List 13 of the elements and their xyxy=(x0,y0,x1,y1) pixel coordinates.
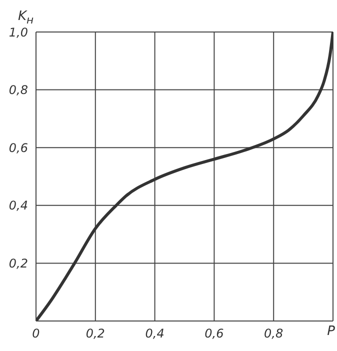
y-tick-label: 0,2 xyxy=(8,256,28,270)
x-tick-label: 0,2 xyxy=(86,326,105,341)
y-axis-title: K$_{н}$ xyxy=(18,9,34,27)
x-tick-label: 0 xyxy=(32,326,40,341)
y-tick-label: 1,0 xyxy=(8,25,28,40)
y-tick-label: 0,8 xyxy=(8,83,28,98)
line-series xyxy=(36,32,333,321)
x-axis-title: P xyxy=(327,324,335,339)
y-tick-label: 0,6 xyxy=(8,140,28,155)
x-tick-label: 0,4 xyxy=(145,326,164,341)
y-tick-label: 0,4 xyxy=(8,198,28,213)
x-tick-label: 0,6 xyxy=(204,326,224,341)
x-tick-label: 0,8 xyxy=(264,326,284,341)
